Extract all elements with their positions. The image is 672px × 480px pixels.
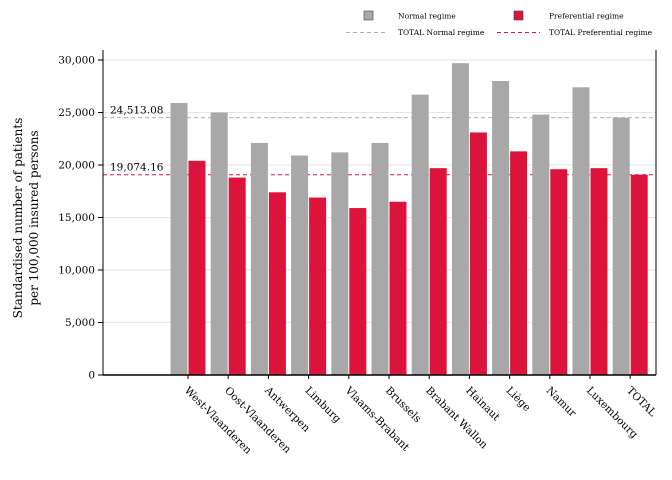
x-tick-label-liege: Liège <box>503 385 532 414</box>
bar-normal-regime-luxembourg <box>572 87 590 376</box>
bar-preferential-regime-liege <box>510 151 528 375</box>
bar-normal-regime-liege <box>492 81 510 375</box>
bars <box>170 63 648 376</box>
y-axis-title-line-1: Standardised number of patients <box>11 118 25 319</box>
bar-normal-regime-antwerpen <box>250 142 268 375</box>
y-tick-label: 25,000 <box>58 107 95 119</box>
legend-swatch-preferential-regime <box>513 10 524 21</box>
bar-preferential-regime-west-vlaanderen <box>188 160 206 375</box>
bar-normal-regime-total <box>612 117 630 376</box>
bar-normal-regime-vlaams-brabant <box>331 152 349 375</box>
x-tick-label-namur: Namur <box>544 385 579 420</box>
legend: Normal regime Preferential regime TOTAL … <box>346 10 653 37</box>
reference-line-label-total-normal-regime: 24,513.08 <box>110 105 163 117</box>
legend-label-preferential-regime: Preferential regime <box>549 12 624 21</box>
x-tick-label-hainaut: Hainaut <box>463 385 502 424</box>
bar-normal-regime-brabant-wallon <box>411 94 429 376</box>
bar-normal-regime-limburg <box>291 155 309 375</box>
bar-preferential-regime-vlaams-brabant <box>349 208 367 375</box>
bar-normal-regime-oost-vlaanderen <box>210 112 228 375</box>
axes <box>98 50 657 379</box>
bar-preferential-regime-limburg <box>309 197 327 375</box>
y-tick-label: 10,000 <box>58 265 95 277</box>
y-tick-label: 0 <box>88 370 95 382</box>
bar-preferential-regime-total <box>630 174 648 375</box>
bar-normal-regime-namur <box>532 114 550 375</box>
y-tick-label: 30,000 <box>58 55 95 67</box>
bar-preferential-regime-namur <box>550 169 568 375</box>
legend-label-normal-regime: Normal regime <box>398 12 456 21</box>
bar-preferential-regime-hainaut <box>469 132 487 375</box>
bar-preferential-regime-brussels <box>389 201 407 375</box>
x-tick-label-brussels: Brussels <box>383 385 423 425</box>
legend-swatch-normal-regime <box>363 10 374 21</box>
legend-label-total-normal: TOTAL Normal regime <box>398 28 485 37</box>
y-tick-label: 20,000 <box>58 160 95 172</box>
x-tick-label-total: TOTAL <box>624 385 658 419</box>
bar-preferential-regime-luxembourg <box>590 168 608 375</box>
bar-preferential-regime-oost-vlaanderen <box>228 177 246 375</box>
bar-preferential-regime-antwerpen <box>268 192 286 375</box>
bar-normal-regime-west-vlaanderen <box>170 103 188 376</box>
y-tick-labels: 0 5,000 10,000 15,000 20,000 25,000 30,000 <box>58 55 95 382</box>
bar-preferential-regime-brabant-wallon <box>429 168 447 375</box>
reference-line-labels: 24,513.08 19,074.16 <box>110 105 164 174</box>
y-tick-label: 15,000 <box>58 212 95 224</box>
y-axis-title-line-2: per 100,000 insured persons <box>27 130 41 305</box>
x-tick-label-west-vlaanderen: West-Vlaanderen <box>182 385 254 457</box>
x-tick-label-limburg: Limburg <box>302 385 343 426</box>
bar-normal-regime-hainaut <box>451 63 469 376</box>
reference-line-label-total-preferential-regime: 19,074.16 <box>110 162 164 174</box>
bar-normal-regime-brussels <box>371 142 389 375</box>
x-tick-labels: West-VlaanderenOost-VlaanderenAntwerpenL… <box>182 384 659 457</box>
y-tick-label: 5,000 <box>65 317 95 329</box>
legend-label-total-preferential: TOTAL Preferential regime <box>549 28 653 37</box>
